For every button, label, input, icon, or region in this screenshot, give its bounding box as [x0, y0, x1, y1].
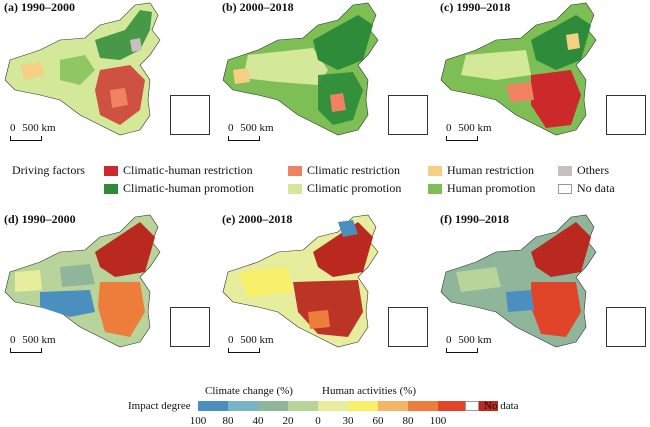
colorbar-segment	[468, 401, 498, 411]
legend-swatch	[465, 401, 479, 411]
south-china-sea-inset	[388, 95, 428, 135]
colorbar-segment	[288, 401, 318, 411]
scale-bar: 0 500 km	[10, 122, 56, 141]
map-panel-b: (b) 2000–2018 0 500 km	[218, 0, 428, 141]
panel-label: (c) 1990–2018	[440, 0, 511, 14]
scale-bar: 0 500 km	[446, 122, 492, 141]
panel-label: (d) 1990–2000	[4, 212, 76, 226]
south-china-sea-inset	[606, 307, 646, 347]
legend-item: Climatic-human restriction	[104, 163, 253, 178]
scale-bar: 0 500 km	[228, 334, 274, 353]
scale-bar: 0 500 km	[10, 334, 56, 353]
legend-swatch	[558, 165, 572, 176]
colorbar-segment	[228, 401, 258, 411]
colorbar-tick: 80	[222, 415, 234, 427]
colorbar-tick: 30	[342, 415, 354, 427]
legend-item: Human restriction	[428, 163, 534, 178]
colorbar-tick: 60	[372, 415, 384, 427]
china-map-a	[4, 2, 161, 136]
legend-item: No data	[558, 181, 615, 196]
legend-item: Climatic-human promotion	[104, 181, 254, 196]
legend-item: Climatic restriction	[288, 163, 400, 178]
panel-label: (e) 2000–2018	[222, 212, 293, 226]
map-panel-a: (a) 1990–2000 0 500 km	[0, 0, 210, 141]
impact-degree-title: Impact degree	[128, 400, 191, 412]
south-china-sea-inset	[388, 307, 428, 347]
colorbar-tick: 20	[282, 415, 294, 427]
legend-swatch	[428, 183, 442, 194]
colorbar-tick: 0	[315, 415, 321, 427]
south-china-sea-inset	[606, 95, 646, 135]
legend-item: Human promotion	[428, 181, 535, 196]
no-data-legend: No data	[465, 400, 519, 412]
legend-swatch	[558, 183, 572, 194]
china-map-b	[222, 2, 379, 136]
driving-factors-legend-title: Driving factors	[12, 163, 85, 177]
legend-swatch	[288, 183, 302, 194]
legend-swatch	[104, 165, 118, 176]
colorbar-tick: 100	[189, 415, 207, 427]
colorbar-segment	[438, 401, 468, 411]
panel-label: (b) 2000–2018	[222, 0, 294, 14]
panel-label: (f) 1990–2018	[440, 212, 509, 226]
colorbar-tick: 80	[402, 415, 414, 427]
china-map-f	[440, 214, 597, 348]
colorbar-tick: 40	[252, 415, 264, 427]
map-panel-d: (d) 1990–2000 0 500 km	[0, 212, 210, 353]
climate-change-label: Climate change (%)	[205, 385, 293, 397]
legend-swatch	[104, 183, 118, 194]
legend-swatch	[428, 165, 442, 176]
legend-swatch	[288, 165, 302, 176]
colorbar-segment	[318, 401, 348, 411]
colorbar-segment	[408, 401, 438, 411]
scale-bar: 0 500 km	[446, 334, 492, 353]
legend-item: Climatic promotion	[288, 181, 401, 196]
human-activities-label: Human activities (%)	[322, 385, 417, 397]
colorbar-tick: 100	[429, 415, 447, 427]
impact-degree-colorbar	[198, 401, 498, 411]
south-china-sea-inset	[170, 307, 210, 347]
china-map-e	[222, 214, 379, 348]
colorbar-segment	[198, 401, 228, 411]
map-panel-c: (c) 1990–2018 0 500 km	[436, 0, 646, 141]
china-map-d	[4, 214, 161, 348]
panel-label: (a) 1990–2000	[4, 0, 75, 14]
colorbar-segment	[378, 401, 408, 411]
legend-item: Others	[558, 163, 609, 178]
scale-bar: 0 500 km	[228, 122, 274, 141]
map-panel-e: (e) 2000–2018 0 500 km	[218, 212, 428, 353]
colorbar-segment	[258, 401, 288, 411]
map-panel-f: (f) 1990–2018 0 500 km	[436, 212, 646, 353]
south-china-sea-inset	[170, 95, 210, 135]
colorbar-segment	[348, 401, 378, 411]
china-map-c	[440, 2, 597, 136]
